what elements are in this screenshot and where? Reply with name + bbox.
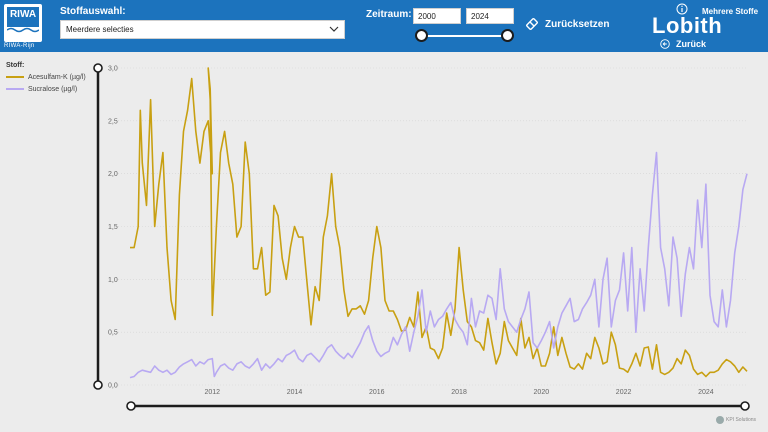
legend-label-acesulfam: Acesulfam-K (µg/l) [28, 73, 86, 81]
x-tick-label: 2014 [287, 389, 303, 396]
year-range-track[interactable] [422, 35, 508, 37]
legend-item-sucralose[interactable]: Sucralose (µg/l) [6, 83, 86, 95]
y-tick-label: 1,5 [108, 224, 118, 231]
x-tick-label: 2020 [534, 389, 550, 396]
year-from-input[interactable]: 2000 [413, 8, 461, 24]
x-tick-label: 2018 [451, 389, 467, 396]
eraser-icon [526, 18, 538, 30]
back-button[interactable]: Zurück [660, 39, 706, 49]
year-range-start-handle[interactable] [415, 29, 428, 42]
reset-label: Zurücksetzen [545, 18, 610, 30]
chevron-down-icon [329, 26, 339, 32]
y-tick-label: 2,5 [108, 118, 118, 125]
y-tick-label: 1,0 [108, 277, 118, 284]
mehrere-stoffe-label: Mehrere Stoffe [702, 7, 759, 16]
wave-icon [7, 27, 39, 33]
series-line-acesulfam [130, 67, 748, 378]
stoff-label: Stoffauswahl: [60, 6, 126, 17]
back-label: Zurück [676, 39, 707, 49]
y-axis-slider[interactable] [93, 63, 103, 390]
series-line-sucralose [129, 151, 748, 379]
legend-label-sucralose: Sucralose (µg/l) [28, 85, 78, 93]
x-tick-label: 2012 [204, 389, 220, 396]
info-icon[interactable] [676, 3, 688, 15]
y-tick-label: 0,5 [108, 330, 118, 337]
x-slider-left-handle [126, 401, 136, 411]
x-slider-right-handle [740, 401, 750, 411]
x-tick-label: 2022 [616, 389, 632, 396]
chart-grid [118, 67, 747, 386]
legend-swatch-acesulfam [6, 76, 24, 78]
x-tick-label: 2016 [369, 389, 385, 396]
legend-swatch-sucralose [6, 88, 24, 90]
axis-ticks: 0,0 0,5 1,0 1,5 2,0 2,5 3,0 2012 2014 2016 2018 202… [108, 66, 714, 397]
y-tick-label: 0,0 [108, 383, 118, 390]
y-tick-label: 3,0 [108, 66, 118, 73]
y-slider-top-handle [93, 63, 103, 73]
riwa-logo: RIWA [4, 4, 42, 42]
footer-brand: KPI Solutions [716, 416, 756, 424]
line-chart: 0,0 0,5 1,0 1,5 2,0 2,5 3,0 2012 2014 2016 2018 202… [93, 63, 750, 411]
year-range-end-handle[interactable] [501, 29, 514, 42]
logo-text: RIWA [9, 9, 37, 20]
x-axis-slider[interactable] [126, 401, 750, 411]
chart-legend: Stoff: Acesulfam-K (µg/l) Sucralose (µg/… [6, 62, 86, 95]
logo-subtitle: RIWA-Rijn [4, 43, 35, 49]
stoff-selected-value: Meerdere selecties [66, 25, 134, 34]
zeitraum-label: Zeitraum: [366, 9, 412, 20]
footer-brand-label: KPI Solutions [726, 417, 757, 423]
series-layer [129, 67, 748, 379]
stoff-dropdown[interactable]: Meerdere selecties [60, 20, 345, 39]
y-tick-label: 2,0 [108, 171, 118, 178]
location-title: Lobith [652, 13, 723, 38]
brand-mark-icon [716, 416, 724, 424]
legend-title: Stoff: [6, 62, 25, 69]
legend-item-acesulfam[interactable]: Acesulfam-K (µg/l) [6, 71, 86, 83]
year-to-input[interactable]: 2024 [466, 8, 514, 24]
y-slider-bottom-handle [93, 380, 103, 390]
arrow-left-icon [660, 39, 670, 49]
header-bar: RIWA RIWA-Rijn Stoffauswahl: Meerdere se… [0, 0, 768, 52]
reset-button[interactable]: Zurücksetzen [524, 14, 609, 34]
x-tick-label: 2024 [698, 389, 714, 396]
